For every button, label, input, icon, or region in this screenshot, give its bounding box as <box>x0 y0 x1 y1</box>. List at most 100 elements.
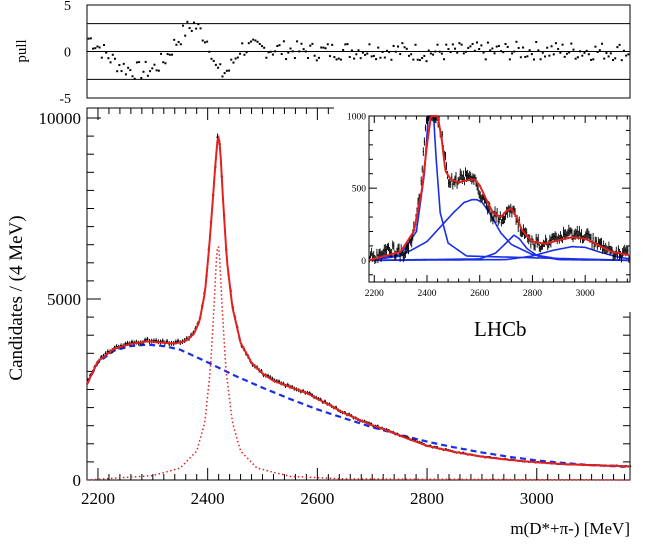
pull-point <box>276 45 279 48</box>
pull-point <box>322 46 325 49</box>
pull-point <box>449 51 452 54</box>
pull-point <box>403 46 406 49</box>
pull-point <box>412 58 415 61</box>
pull-point <box>166 53 169 56</box>
inset-xtick-label: 2800 <box>523 289 542 299</box>
main-xtick-label: 2200 <box>81 489 115 508</box>
pull-point <box>620 59 623 62</box>
pull-point <box>375 58 378 61</box>
pull-point <box>454 47 457 50</box>
pull-point <box>214 63 217 66</box>
pull-point <box>388 51 391 54</box>
pull-point <box>124 73 127 76</box>
pull-point <box>561 43 564 46</box>
total-fit-curve <box>86 134 630 468</box>
pull-point <box>324 47 327 50</box>
pull-point <box>265 56 268 59</box>
pull-point <box>201 39 204 42</box>
pull-point <box>627 53 630 56</box>
pull-point <box>625 54 628 57</box>
pull-point <box>313 54 316 57</box>
pull-point <box>407 54 410 57</box>
pull-point <box>109 61 112 64</box>
pull-point <box>190 29 193 32</box>
pull-point <box>357 49 360 52</box>
pull-point <box>151 67 154 70</box>
pull-point <box>517 46 520 49</box>
pull-point <box>405 47 408 50</box>
pull-point <box>456 51 459 54</box>
pull-point <box>192 21 195 24</box>
pull-point <box>89 37 92 40</box>
pull-point <box>249 40 252 43</box>
pull-point <box>164 62 167 65</box>
pull-point <box>601 42 604 45</box>
pull-point <box>285 58 288 61</box>
pull-point <box>386 49 389 52</box>
pull-point <box>311 42 314 45</box>
inset-xtick-label: 2400 <box>418 289 437 299</box>
pull-point <box>228 69 231 72</box>
pull-point <box>256 40 259 43</box>
pull-point <box>278 44 281 47</box>
inset-xtick-label: 2600 <box>470 289 489 299</box>
pull-point <box>346 43 349 46</box>
pull-point <box>243 53 246 56</box>
pull-point <box>271 53 274 56</box>
pull-point <box>482 51 485 54</box>
pull-point <box>291 50 294 53</box>
pull-point <box>484 58 487 61</box>
pull-point <box>587 53 590 56</box>
pull-point <box>504 42 507 45</box>
pull-point <box>116 70 119 73</box>
pull-point <box>475 41 478 44</box>
pull-point <box>208 50 211 53</box>
pull-point <box>622 49 625 52</box>
pull-point <box>127 66 130 69</box>
pull-point <box>528 49 531 52</box>
pull-point <box>328 55 331 58</box>
pull-point <box>103 44 106 47</box>
pull-point <box>565 52 568 55</box>
pull-point <box>486 41 489 44</box>
pull-point <box>418 59 421 62</box>
pull-point <box>471 42 474 45</box>
pull-point <box>618 43 621 46</box>
pull-point <box>335 58 338 61</box>
pull-point <box>515 40 518 43</box>
pull-point <box>320 46 323 49</box>
pull-point <box>598 49 601 52</box>
pull-point <box>300 42 303 45</box>
pull-point <box>574 57 577 60</box>
pull-point <box>140 77 143 80</box>
pull-point <box>497 44 500 47</box>
pull-point <box>519 56 522 59</box>
pull-point <box>609 52 612 55</box>
pull-point <box>557 47 560 50</box>
pull-point <box>263 46 266 49</box>
pull-point <box>522 46 525 49</box>
main-ytick-label: 10000 <box>39 109 82 128</box>
inset-panel: 2200 2400 2600 2800 3000 0 500 1000 <box>334 106 635 312</box>
pull-point <box>596 50 599 53</box>
background-curve <box>86 343 629 468</box>
pull-point <box>260 45 263 48</box>
pull-point <box>579 50 582 53</box>
pull-point <box>333 56 336 59</box>
pull-point <box>530 53 533 56</box>
pull-point <box>274 50 277 53</box>
pull-point <box>245 51 248 54</box>
pull-point <box>96 45 99 48</box>
pull-point <box>120 70 123 73</box>
pull-point <box>342 48 345 51</box>
pull-point <box>122 62 125 65</box>
pull-point <box>217 66 220 69</box>
pull-point <box>572 48 575 51</box>
pull-point <box>611 59 614 62</box>
inset-xtick-label: 3000 <box>576 289 595 299</box>
pull-point <box>594 45 597 48</box>
pull-point <box>524 55 527 58</box>
pull-point <box>370 55 373 58</box>
pull-point <box>506 45 509 48</box>
pull-point <box>359 57 362 60</box>
